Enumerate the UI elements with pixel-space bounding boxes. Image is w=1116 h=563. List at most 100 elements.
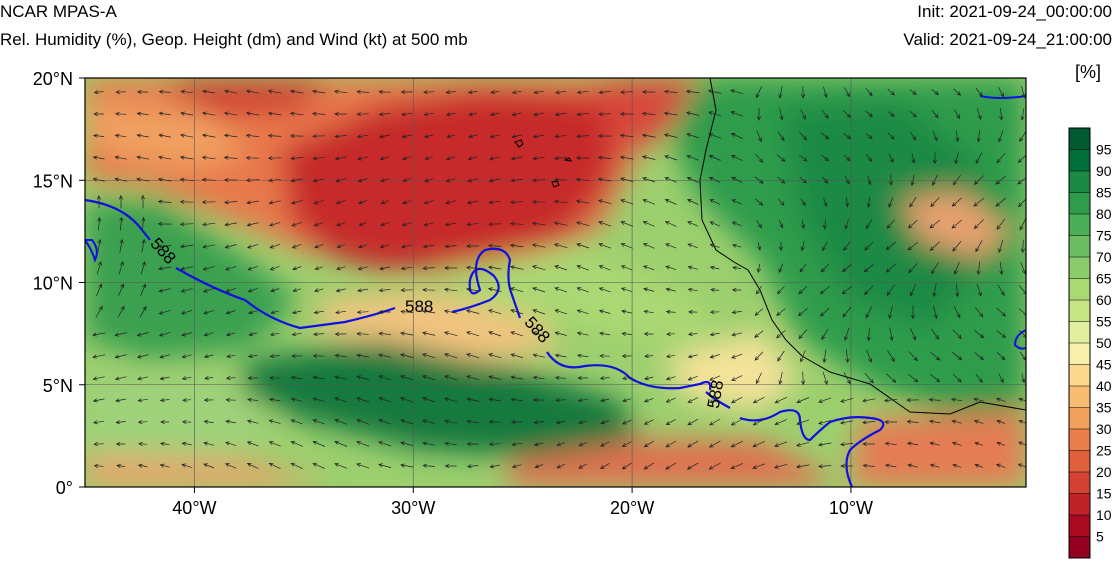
- wind-arrow: [336, 222, 346, 227]
- wind-arrow: [182, 397, 192, 403]
- wind-arrow: [955, 130, 960, 143]
- wind-arrow: [246, 463, 259, 469]
- wind-arrow: [334, 419, 348, 425]
- wind-arrow: [887, 111, 895, 118]
- wind-arrow: [532, 134, 545, 139]
- wind-arrow: [600, 463, 610, 470]
- wind-arrow: [800, 350, 806, 363]
- wind-arrow: [600, 420, 610, 425]
- wind-arrow: [379, 244, 390, 249]
- wind-arrow: [202, 89, 216, 94]
- wind-arrow: [844, 219, 849, 230]
- wind-arrow: [181, 419, 192, 425]
- wind-arrow: [774, 441, 788, 447]
- wind-arrow: [1021, 86, 1026, 99]
- wind-arrow: [378, 375, 392, 381]
- wind-arrow: [136, 155, 150, 160]
- wind-arrow: [289, 89, 304, 94]
- wind-arrow: [554, 134, 567, 139]
- wind-arrow: [159, 441, 170, 446]
- wind-arrow: [140, 283, 147, 296]
- wind-arrow: [444, 397, 458, 403]
- wind-arrow: [665, 397, 676, 403]
- wind-arrow: [973, 197, 985, 207]
- wind-arrow: [928, 419, 941, 424]
- wind-arrow: [777, 198, 785, 206]
- wind-arrow: [687, 243, 699, 249]
- wind-arrow: [269, 243, 281, 249]
- wind-arrow: [466, 353, 480, 359]
- wind-arrow: [800, 108, 806, 120]
- wind-arrow: [312, 440, 326, 447]
- colorbar-swatch: [1069, 407, 1090, 430]
- wind-arrow: [378, 353, 392, 358]
- wind-arrow: [118, 283, 125, 297]
- wind-arrow: [443, 287, 458, 292]
- wind-arrow: [821, 328, 829, 341]
- wind-arrow: [687, 440, 699, 448]
- wind-arrow: [141, 238, 146, 253]
- wind-arrow: [114, 111, 127, 116]
- wind-arrow: [929, 463, 940, 468]
- wind-arrow: [598, 90, 611, 95]
- wind-arrow: [378, 441, 392, 447]
- colorbar: 95 90 85 80 75 70 65 60 55 50 45 40 35 30 25 20 15 10 5: [1068, 127, 1112, 559]
- wind-arrow: [93, 420, 105, 425]
- wind-arrow: [400, 353, 414, 358]
- colorbar-swatch: [1069, 300, 1090, 322]
- wind-arrow: [910, 174, 915, 187]
- wind-arrow: [157, 266, 172, 271]
- wind-arrow: [708, 133, 722, 139]
- wind-arrow: [999, 108, 1004, 121]
- wind-arrow: [709, 332, 720, 337]
- wind-arrow: [224, 463, 237, 469]
- wind-arrow: [974, 306, 984, 318]
- wind-arrow: [93, 111, 104, 117]
- wind-arrow: [289, 133, 304, 139]
- wind-arrow: [159, 398, 170, 403]
- wind-arrow: [845, 349, 850, 364]
- wind-vectors: [92, 85, 1026, 470]
- wind-arrow: [510, 397, 523, 402]
- wind-arrow: [119, 238, 124, 253]
- wind-arrow: [952, 174, 961, 186]
- wind-arrow: [1020, 107, 1025, 121]
- wind-arrow: [224, 265, 237, 271]
- wind-arrow: [686, 155, 700, 161]
- wind-arrow: [509, 221, 524, 226]
- wind-arrow: [887, 132, 895, 140]
- wind-arrow: [422, 244, 435, 249]
- wind-arrow: [821, 132, 830, 140]
- wind-arrow: [866, 349, 872, 363]
- wind-arrow: [422, 419, 436, 425]
- wind-arrow: [511, 134, 523, 139]
- wind-arrow: [953, 306, 961, 319]
- wind-arrow: [906, 419, 919, 424]
- wind-arrow: [292, 266, 302, 271]
- wind-arrow: [466, 375, 480, 381]
- wind-arrow: [622, 376, 632, 381]
- wind-arrow: [884, 419, 897, 425]
- wind-arrow: [621, 331, 632, 336]
- wind-arrow: [334, 462, 348, 469]
- wind-arrow: [885, 263, 896, 273]
- colorbar-label: 85: [1096, 185, 1112, 201]
- wind-arrow: [533, 420, 544, 425]
- wind-arrow: [290, 178, 303, 183]
- wind-arrow: [730, 155, 743, 161]
- wind-arrow: [488, 397, 501, 402]
- wind-arrow: [799, 131, 808, 141]
- wind-arrow: [225, 441, 237, 446]
- wind-arrow: [931, 110, 939, 119]
- wind-arrow: [799, 176, 807, 184]
- wind-arrow: [598, 243, 612, 249]
- wind-arrow: [334, 397, 348, 403]
- wind-arrow: [599, 376, 610, 381]
- x-tick-label: 40°W: [172, 498, 216, 518]
- wind-arrow: [931, 262, 939, 275]
- wind-arrow: [246, 200, 260, 205]
- wind-arrow: [620, 287, 633, 293]
- colorbar-swatch: [1069, 429, 1090, 451]
- wind-arrow: [599, 353, 610, 359]
- wind-arrow: [466, 243, 480, 249]
